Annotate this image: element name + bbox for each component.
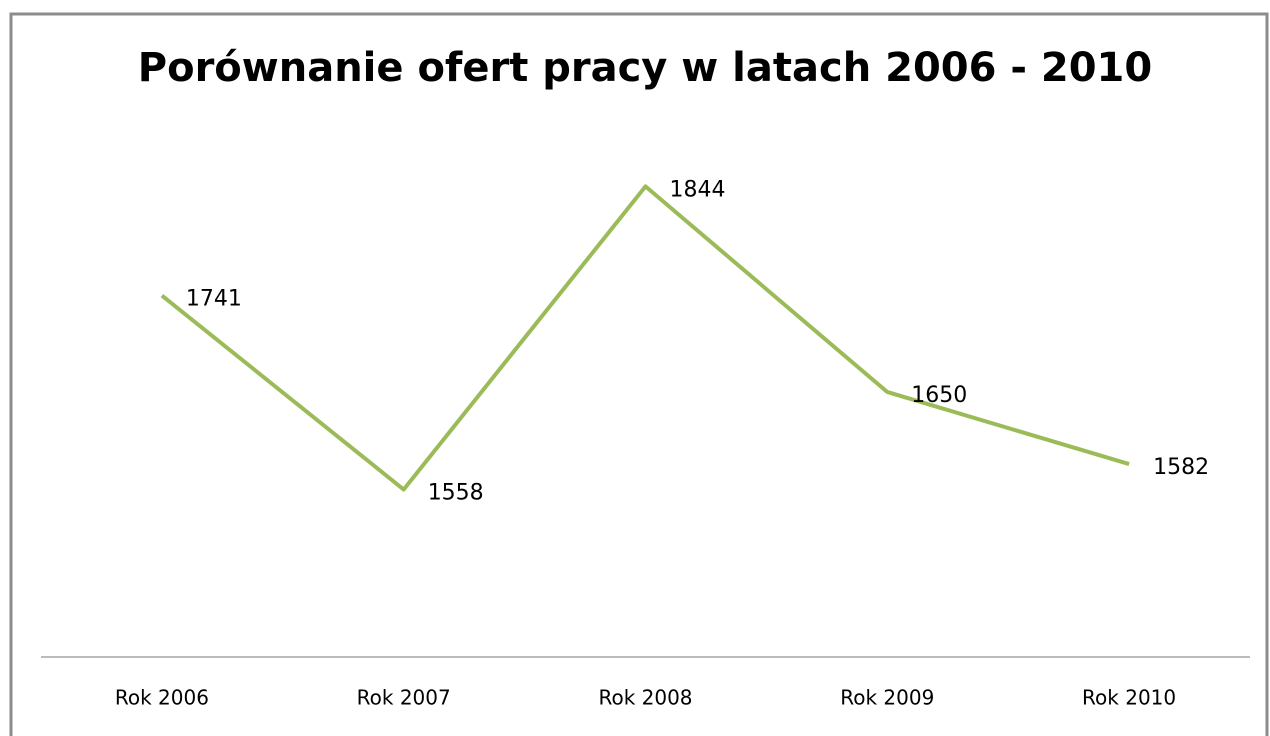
x-tick-label: Rok 2009: [840, 686, 934, 710]
data-label: 1558: [428, 481, 484, 506]
data-label: 1741: [186, 287, 242, 312]
data-label: 1582: [1153, 455, 1209, 480]
chart-title: Porównanie ofert pracy w latach 2006 - 2…: [138, 45, 1152, 91]
x-tick-label: Rok 2007: [357, 686, 451, 710]
line-series: [160, 184, 1130, 492]
x-tick-label: Rok 2006: [115, 686, 209, 710]
data-label: 1844: [670, 177, 726, 202]
data-label: 1650: [911, 383, 967, 408]
x-tick-label: Rok 2010: [1082, 686, 1176, 710]
chart-frame: [9, 12, 1269, 736]
x-tick-label: Rok 2008: [598, 686, 692, 710]
